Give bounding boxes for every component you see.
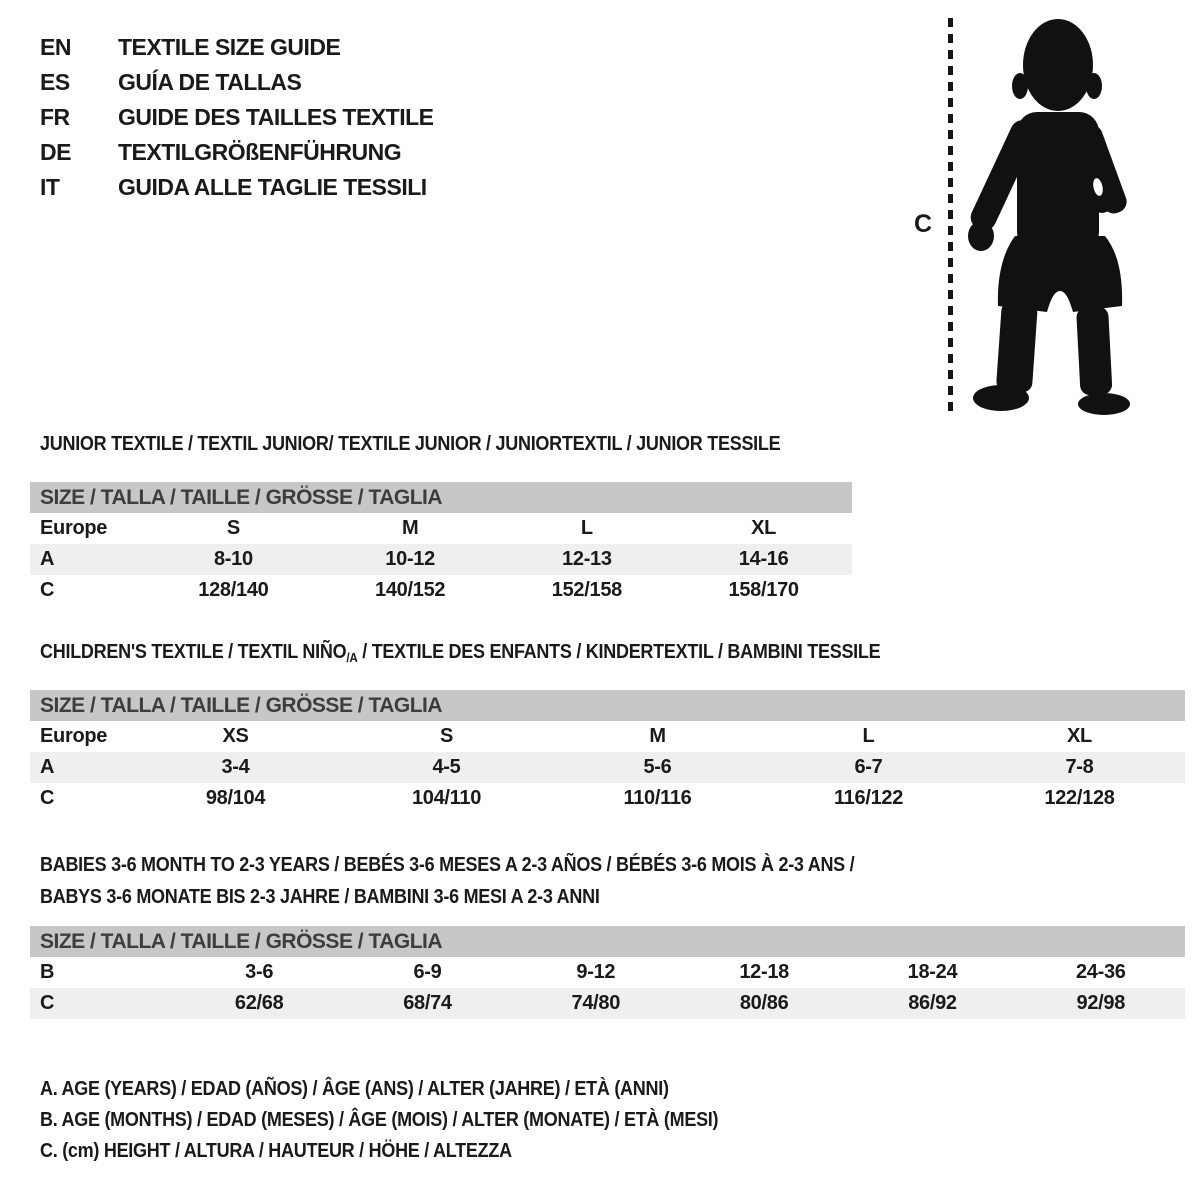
cell: 128/140 [198, 579, 269, 601]
table-row-a: A 3-4 4-5 5-6 6-7 7-8 [30, 752, 1185, 783]
cell: XS [222, 725, 249, 747]
cell: 98/104 [205, 787, 266, 809]
lang-code: EN [40, 34, 71, 60]
legend-line-c: C. (cm) HEIGHT / ALTURA / HAUTEUR / HÖHE… [40, 1136, 794, 1167]
row-label: C [40, 579, 55, 601]
cell: 4-5 [432, 756, 461, 778]
cell: XL [751, 517, 777, 539]
lang-code: FR [40, 104, 70, 130]
lang-row-fr: FR GUIDE DES TAILLES TEXTILE [40, 100, 434, 135]
cell: 92/98 [1076, 992, 1126, 1014]
row-label: A [40, 756, 55, 778]
row-label: A [40, 548, 55, 570]
table-row-b: B 3-6 6-9 9-12 12-18 18-24 24-36 [30, 957, 1185, 988]
babies-title-line2: BABYS 3-6 MONATE BIS 2-3 JAHRE / BAMBINI… [40, 886, 600, 908]
cell: L [862, 725, 875, 747]
lang-row-en: EN TEXTILE SIZE GUIDE [40, 30, 434, 65]
lang-label: TEXTILGRÖßENFÜHRUNG [118, 139, 402, 165]
cell: 9-12 [576, 961, 616, 983]
cell: 12-18 [739, 961, 789, 983]
cell: 62/68 [234, 992, 284, 1014]
row-label: C [40, 992, 55, 1014]
cell: 6-7 [854, 756, 883, 778]
legend-line-b: B. AGE (MONTHS) / EDAD (MESES) / ÂGE (MO… [40, 1105, 794, 1136]
cell: S [226, 517, 240, 539]
table-row-c: C 62/68 68/74 74/80 80/86 86/92 92/98 [30, 988, 1185, 1019]
section-title-children: CHILDREN'S TEXTILE / TEXTIL NIÑO/A / TEX… [40, 641, 974, 665]
lang-row-de: DE TEXTILGRÖßENFÜHRUNG [40, 135, 434, 170]
section-title-babies: BABIES 3-6 MONTH TO 2-3 YEARS / BEBÉS 3-… [40, 849, 945, 913]
cell: 110/116 [623, 787, 692, 809]
cell: XL [1067, 725, 1092, 747]
cell: M [649, 725, 666, 747]
cell: 7-8 [1065, 756, 1094, 778]
table-row-europe: Europe S M L XL [30, 513, 852, 544]
size-table-header: SIZE / TALLA / TAILLE / GRÖSSE / TAGLIA [30, 690, 1185, 721]
cell: 86/92 [908, 992, 957, 1014]
lang-row-it: IT GUIDA ALLE TAGLIE TESSILI [40, 170, 434, 205]
lang-code: ES [40, 69, 70, 95]
row-label: Europe [40, 517, 108, 539]
cell: 80/86 [739, 992, 789, 1014]
junior-size-table: SIZE / TALLA / TAILLE / GRÖSSE / TAGLIA … [30, 482, 852, 606]
cell: 6-9 [413, 961, 442, 983]
title-part-pre: CHILDREN'S TEXTILE / TEXTIL NIÑO [40, 641, 347, 663]
title-part-post: / TEXTILE DES ENFANTS / KINDERTEXTIL / B… [357, 641, 881, 663]
title-part-sub: /A [346, 650, 358, 665]
size-table-header: SIZE / TALLA / TAILLE / GRÖSSE / TAGLIA [30, 482, 852, 513]
cell: 18-24 [907, 961, 958, 983]
cell: 10-12 [385, 548, 435, 570]
cell: L [580, 517, 593, 539]
cell: 152/158 [551, 579, 623, 601]
children-size-table: SIZE / TALLA / TAILLE / GRÖSSE / TAGLIA … [30, 690, 1185, 814]
row-label: Europe [40, 725, 108, 747]
cell: S [439, 725, 454, 747]
size-table-header: SIZE / TALLA / TAILLE / GRÖSSE / TAGLIA [30, 926, 1185, 957]
cell: 140/152 [375, 579, 446, 601]
cell: 12-13 [562, 548, 612, 570]
cell: M [401, 517, 419, 539]
section-title-junior: JUNIOR TEXTILE / TEXTIL JUNIOR/ TEXTILE … [40, 433, 863, 456]
table-row-c: C 98/104 104/110 110/116 116/122 122/128 [30, 783, 1185, 814]
cell: 122/128 [1044, 787, 1115, 809]
lang-row-es: ES GUÍA DE TALLAS [40, 65, 434, 100]
legend-line-a: A. AGE (YEARS) / EDAD (AÑOS) / ÂGE (ANS)… [40, 1074, 794, 1105]
cell: 5-6 [643, 756, 672, 778]
legend: A. AGE (YEARS) / EDAD (AÑOS) / ÂGE (ANS)… [40, 1074, 794, 1167]
section-title-children-text: CHILDREN'S TEXTILE / TEXTIL NIÑO/A / TEX… [40, 641, 881, 665]
lang-label: GUIDA ALLE TAGLIE TESSILI [118, 174, 427, 200]
lang-label: TEXTILE SIZE GUIDE [118, 34, 341, 60]
table-row-europe: Europe XS S M L XL [30, 721, 1185, 752]
legend-line-b-text: B. AGE (MONTHS) / EDAD (MESES) / ÂGE (MO… [40, 1109, 719, 1131]
table-row-a: A 8-10 10-12 12-13 14-16 [30, 544, 852, 575]
lang-code: DE [40, 139, 71, 165]
table-row-c: C 128/140 140/152 152/158 158/170 [30, 575, 852, 606]
legend-line-c-text: C. (cm) HEIGHT / ALTURA / HAUTEUR / HÖHE… [40, 1140, 512, 1162]
row-label: B [40, 961, 55, 983]
section-title-junior-text: JUNIOR TEXTILE / TEXTIL JUNIOR/ TEXTILE … [40, 433, 781, 455]
lang-label: GUÍA DE TALLAS [118, 69, 302, 95]
babies-size-table: SIZE / TALLA / TAILLE / GRÖSSE / TAGLIA … [30, 926, 1185, 1019]
cell: 3-4 [221, 756, 250, 778]
height-measure-label: C [914, 210, 933, 238]
lang-label: GUIDE DES TAILLES TEXTILE [118, 104, 434, 130]
legend-line-a-text: A. AGE (YEARS) / EDAD (AÑOS) / ÂGE (ANS)… [40, 1078, 669, 1100]
cell: 68/74 [403, 992, 452, 1014]
lang-code: IT [40, 174, 60, 200]
cell: 8-10 [213, 548, 253, 570]
cell: 74/80 [571, 992, 621, 1014]
cell: 158/170 [728, 579, 800, 601]
cell: 24-36 [1075, 961, 1126, 983]
cell: 14-16 [738, 548, 789, 570]
babies-title-line1: BABIES 3-6 MONTH TO 2-3 YEARS / BEBÉS 3-… [40, 854, 855, 876]
cell: 3-6 [245, 961, 274, 983]
cell: 104/110 [411, 787, 482, 809]
cell: 116/122 [833, 787, 904, 809]
toddler-silhouette-icon [968, 19, 1130, 415]
height-dashed-line [948, 18, 953, 416]
language-title-list: EN TEXTILE SIZE GUIDE ES GUÍA DE TALLAS … [40, 30, 434, 205]
row-label: C [40, 787, 55, 809]
